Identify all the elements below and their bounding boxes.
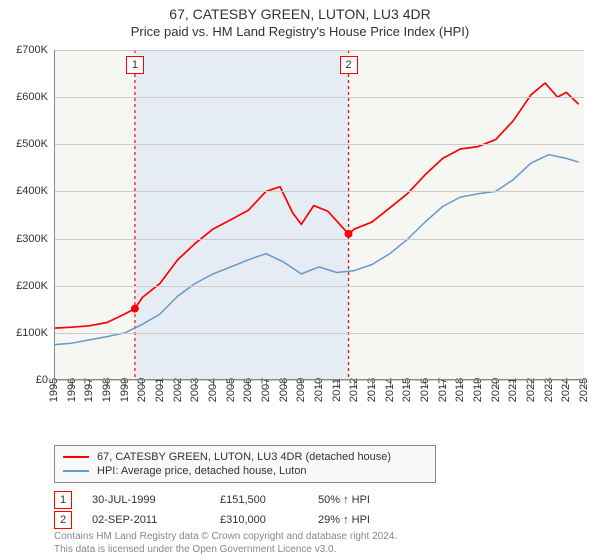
sale-marker-badge: 1 bbox=[126, 56, 144, 74]
legend-item: 67, CATESBY GREEN, LUTON, LU3 4DR (detac… bbox=[63, 450, 427, 464]
xaxis-label: 2016 bbox=[419, 378, 431, 402]
gridline-y bbox=[54, 144, 584, 145]
series-price_paid bbox=[54, 83, 579, 328]
legend-label: HPI: Average price, detached house, Luto… bbox=[97, 465, 307, 477]
yaxis-label: £200K bbox=[16, 280, 48, 292]
sale-date: 02-SEP-2011 bbox=[92, 514, 200, 526]
xaxis-label: 2008 bbox=[278, 378, 290, 402]
xaxis-label: 2017 bbox=[437, 378, 449, 402]
gridline-y bbox=[54, 191, 584, 192]
legend-swatch bbox=[63, 470, 89, 472]
legend: 67, CATESBY GREEN, LUTON, LU3 4DR (detac… bbox=[54, 445, 436, 483]
sale-vs-hpi: 29% ↑ HPI bbox=[318, 514, 370, 526]
xaxis-label: 2022 bbox=[525, 378, 537, 402]
xaxis-label: 2015 bbox=[401, 378, 413, 402]
sale-row: 2 02-SEP-2011 £310,000 29% ↑ HPI bbox=[54, 510, 370, 530]
xaxis-label: 1997 bbox=[83, 378, 95, 402]
title-block: 67, CATESBY GREEN, LUTON, LU3 4DR Price … bbox=[0, 0, 600, 39]
sale-badge: 2 bbox=[54, 511, 72, 529]
xaxis-label: 2019 bbox=[472, 378, 484, 402]
xaxis-label: 2000 bbox=[136, 378, 148, 402]
axis-left bbox=[54, 50, 55, 380]
yaxis-label: £600K bbox=[16, 91, 48, 103]
gridline-y bbox=[54, 239, 584, 240]
yaxis-label: £400K bbox=[16, 185, 48, 197]
sale-badge: 1 bbox=[54, 491, 72, 509]
xaxis-label: 2021 bbox=[507, 378, 519, 402]
attribution-line: Contains HM Land Registry data © Crown c… bbox=[54, 530, 397, 543]
chart-container: 67, CATESBY GREEN, LUTON, LU3 4DR Price … bbox=[0, 0, 600, 560]
xaxis-label: 2003 bbox=[189, 378, 201, 402]
yaxis-label: £300K bbox=[16, 233, 48, 245]
xaxis-label: 2004 bbox=[207, 378, 219, 402]
xaxis-label: 2025 bbox=[578, 378, 590, 402]
plot-svg bbox=[54, 50, 584, 380]
xaxis-label: 2023 bbox=[543, 378, 555, 402]
xaxis-label: 2010 bbox=[313, 378, 325, 402]
sale-price: £310,000 bbox=[220, 514, 298, 526]
xaxis-label: 2018 bbox=[454, 378, 466, 402]
xaxis-label: 2007 bbox=[260, 378, 272, 402]
sale-price: £151,500 bbox=[220, 494, 298, 506]
sale-vs-hpi: 50% ↑ HPI bbox=[318, 494, 370, 506]
gridline-y bbox=[54, 50, 584, 51]
xaxis-label: 1996 bbox=[66, 378, 78, 402]
xaxis-label: 2001 bbox=[154, 378, 166, 402]
xaxis-label: 2013 bbox=[366, 378, 378, 402]
sale-marker-badge: 2 bbox=[340, 56, 358, 74]
xaxis-label: 2006 bbox=[242, 378, 254, 402]
chart-subtitle: Price paid vs. HM Land Registry's House … bbox=[0, 24, 600, 39]
xaxis-label: 1999 bbox=[119, 378, 131, 402]
xaxis-label: 2012 bbox=[348, 378, 360, 402]
gridline-y bbox=[54, 97, 584, 98]
xaxis-label: 1998 bbox=[101, 378, 113, 402]
xaxis-label: 2024 bbox=[560, 378, 572, 402]
xaxis-label: 1995 bbox=[48, 378, 60, 402]
xaxis-label: 2005 bbox=[225, 378, 237, 402]
xaxis-label: 2009 bbox=[295, 378, 307, 402]
gridline-y bbox=[54, 286, 584, 287]
attribution: Contains HM Land Registry data © Crown c… bbox=[54, 530, 397, 556]
attribution-line: This data is licensed under the Open Gov… bbox=[54, 543, 397, 556]
plot-area: £0£100K£200K£300K£400K£500K£600K£700K199… bbox=[54, 50, 584, 380]
legend-label: 67, CATESBY GREEN, LUTON, LU3 4DR (detac… bbox=[97, 451, 391, 463]
legend-item: HPI: Average price, detached house, Luto… bbox=[63, 464, 427, 478]
chart-title: 67, CATESBY GREEN, LUTON, LU3 4DR bbox=[0, 6, 600, 22]
yaxis-label: £700K bbox=[16, 44, 48, 56]
xaxis-label: 2020 bbox=[490, 378, 502, 402]
series-hpi bbox=[54, 155, 579, 345]
xaxis-label: 2011 bbox=[331, 378, 343, 402]
sale-date: 30-JUL-1999 bbox=[92, 494, 200, 506]
sale-row: 1 30-JUL-1999 £151,500 50% ↑ HPI bbox=[54, 490, 370, 510]
yaxis-label: £500K bbox=[16, 138, 48, 150]
legend-swatch bbox=[63, 456, 89, 458]
xaxis-label: 2002 bbox=[172, 378, 184, 402]
xaxis-label: 2014 bbox=[384, 378, 396, 402]
yaxis-label: £100K bbox=[16, 327, 48, 339]
sales-table: 1 30-JUL-1999 £151,500 50% ↑ HPI 2 02-SEP-201… bbox=[54, 490, 370, 530]
axis-bottom bbox=[54, 379, 584, 380]
gridline-y bbox=[54, 333, 584, 334]
yaxis-label: £0 bbox=[36, 374, 48, 386]
